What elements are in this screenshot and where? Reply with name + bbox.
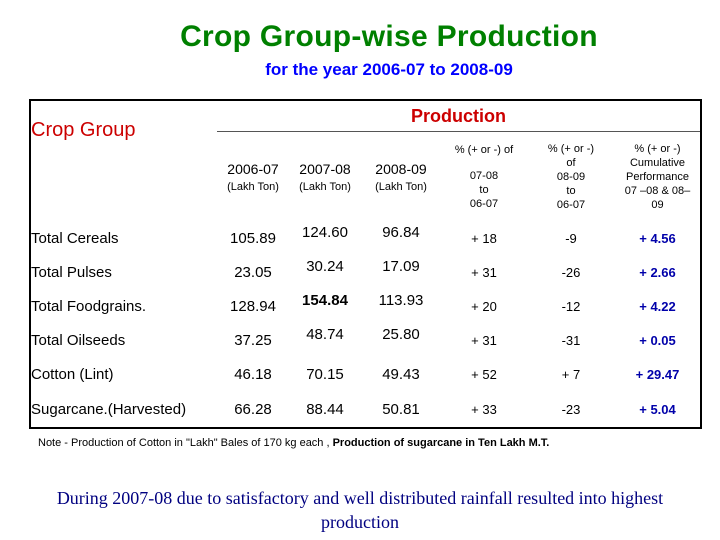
pct-cumulative: + 2.66 xyxy=(639,265,676,281)
pct-07-08: + 18 xyxy=(471,231,497,247)
years-header: 2006-07 2007-08 2008-09 (Lakh Ton) (Lakh To… xyxy=(217,132,441,222)
pct-header-3: % (+ or -) Cumulative Performance 07 –08… xyxy=(624,142,691,211)
pct-07-08: + 33 xyxy=(471,401,497,417)
value-2007-08: 30.24 xyxy=(306,258,344,276)
pct-cumulative: + 4.56 xyxy=(639,231,676,247)
pct-08-09: -26 xyxy=(561,265,581,281)
conclusion-text: During 2007-08 due to satisfactory and w… xyxy=(56,488,664,532)
value-2006-07: 105.89 xyxy=(230,230,276,248)
table-row: Sugarcane.(Harvested) 66.28 88.44 50.81 … xyxy=(30,392,701,428)
crop-group-header: Crop Group xyxy=(31,119,136,141)
row-name: Total Oilseeds xyxy=(31,332,126,350)
pct-cumulative: + 5.04 xyxy=(639,401,676,417)
row-name: Cotton (Lint) xyxy=(31,366,114,384)
footnote-bold-text: Production of sugarcane in Ten Lakh M.T. xyxy=(332,437,550,449)
footnote-text: Note - Production of Cotton in "Lakh" Ba… xyxy=(38,437,333,449)
value-2007-08: 88.44 xyxy=(306,400,344,418)
page-title: Crop Group-wise Production xyxy=(180,20,598,53)
value-2006-07: 23.05 xyxy=(234,264,272,282)
row-name: Total Cereals xyxy=(31,230,119,248)
pct-07-08: + 52 xyxy=(471,367,497,383)
year-header: 2008-09 xyxy=(375,160,427,177)
value-2006-07: 128.94 xyxy=(230,298,276,316)
pct-08-09: -31 xyxy=(561,333,581,349)
value-2007-08: 70.15 xyxy=(306,366,344,384)
pct-cumulative: + 0.05 xyxy=(639,333,676,349)
year-header: 2007-08 xyxy=(299,160,351,177)
row-name: Sugarcane.(Harvested) xyxy=(31,400,187,418)
pct-07-08: + 31 xyxy=(471,333,497,349)
pct-08-09: + 7 xyxy=(561,367,581,383)
pct-header-2: % (+ or -) of 08-09 to 06-07 xyxy=(547,142,595,211)
year-header: 2006-07 xyxy=(227,160,279,177)
page-subtitle: for the year 2006-07 to 2008-09 xyxy=(265,60,513,79)
pct-07-08: + 20 xyxy=(471,299,497,315)
table-row: Total Foodgrains. 128.94 154.84 113.93 +… xyxy=(30,290,701,324)
value-2008-09: 113.93 xyxy=(378,292,424,310)
pct-08-09: -23 xyxy=(561,401,581,417)
pct-08-09: -9 xyxy=(565,231,577,247)
unit-label: (Lakh Ton) xyxy=(299,180,351,193)
pct-cumulative: + 29.47 xyxy=(635,367,680,383)
value-2007-08: 124.60 xyxy=(302,224,348,242)
production-table: Crop Group Production 2006-07 2007-08 2008… xyxy=(29,99,702,429)
pct-07-08: + 31 xyxy=(471,265,497,281)
value-2007-08: 48.74 xyxy=(306,326,344,344)
pct-08-09: -12 xyxy=(561,299,581,315)
table-row: Cotton (Lint) 46.18 70.15 49.43 + 52 + 7… xyxy=(30,358,701,392)
production-header: Production xyxy=(217,100,701,132)
value-2007-08: 154.84 xyxy=(302,292,348,310)
footnote: Note - Production of Cotton in "Lakh" Ba… xyxy=(38,436,558,450)
value-2006-07: 37.25 xyxy=(234,332,272,350)
pct-header-1: % (+ or -) of 07-08 to 06-07 xyxy=(454,143,514,210)
table-row: Total Cereals 105.89 124.60 96.84 + 18 -… xyxy=(30,222,701,256)
value-2008-09: 17.09 xyxy=(382,258,420,276)
value-2006-07: 66.28 xyxy=(234,400,272,418)
unit-label: (Lakh Ton) xyxy=(227,180,279,193)
unit-label: (Lakh Ton) xyxy=(375,180,427,193)
value-2008-09: 25.80 xyxy=(382,326,420,344)
row-name: Total Foodgrains. xyxy=(31,298,147,316)
table-row: Total Pulses 23.05 30.24 17.09 + 31 -26 … xyxy=(30,256,701,290)
value-2006-07: 46.18 xyxy=(234,366,272,384)
value-2008-09: 49.43 xyxy=(382,366,420,384)
table-row: Total Oilseeds 37.25 48.74 25.80 + 31 -3… xyxy=(30,324,701,358)
value-2008-09: 50.81 xyxy=(382,400,420,418)
value-2008-09: 96.84 xyxy=(382,224,420,242)
pct-cumulative: + 4.22 xyxy=(639,299,676,315)
row-name: Total Pulses xyxy=(31,264,112,282)
